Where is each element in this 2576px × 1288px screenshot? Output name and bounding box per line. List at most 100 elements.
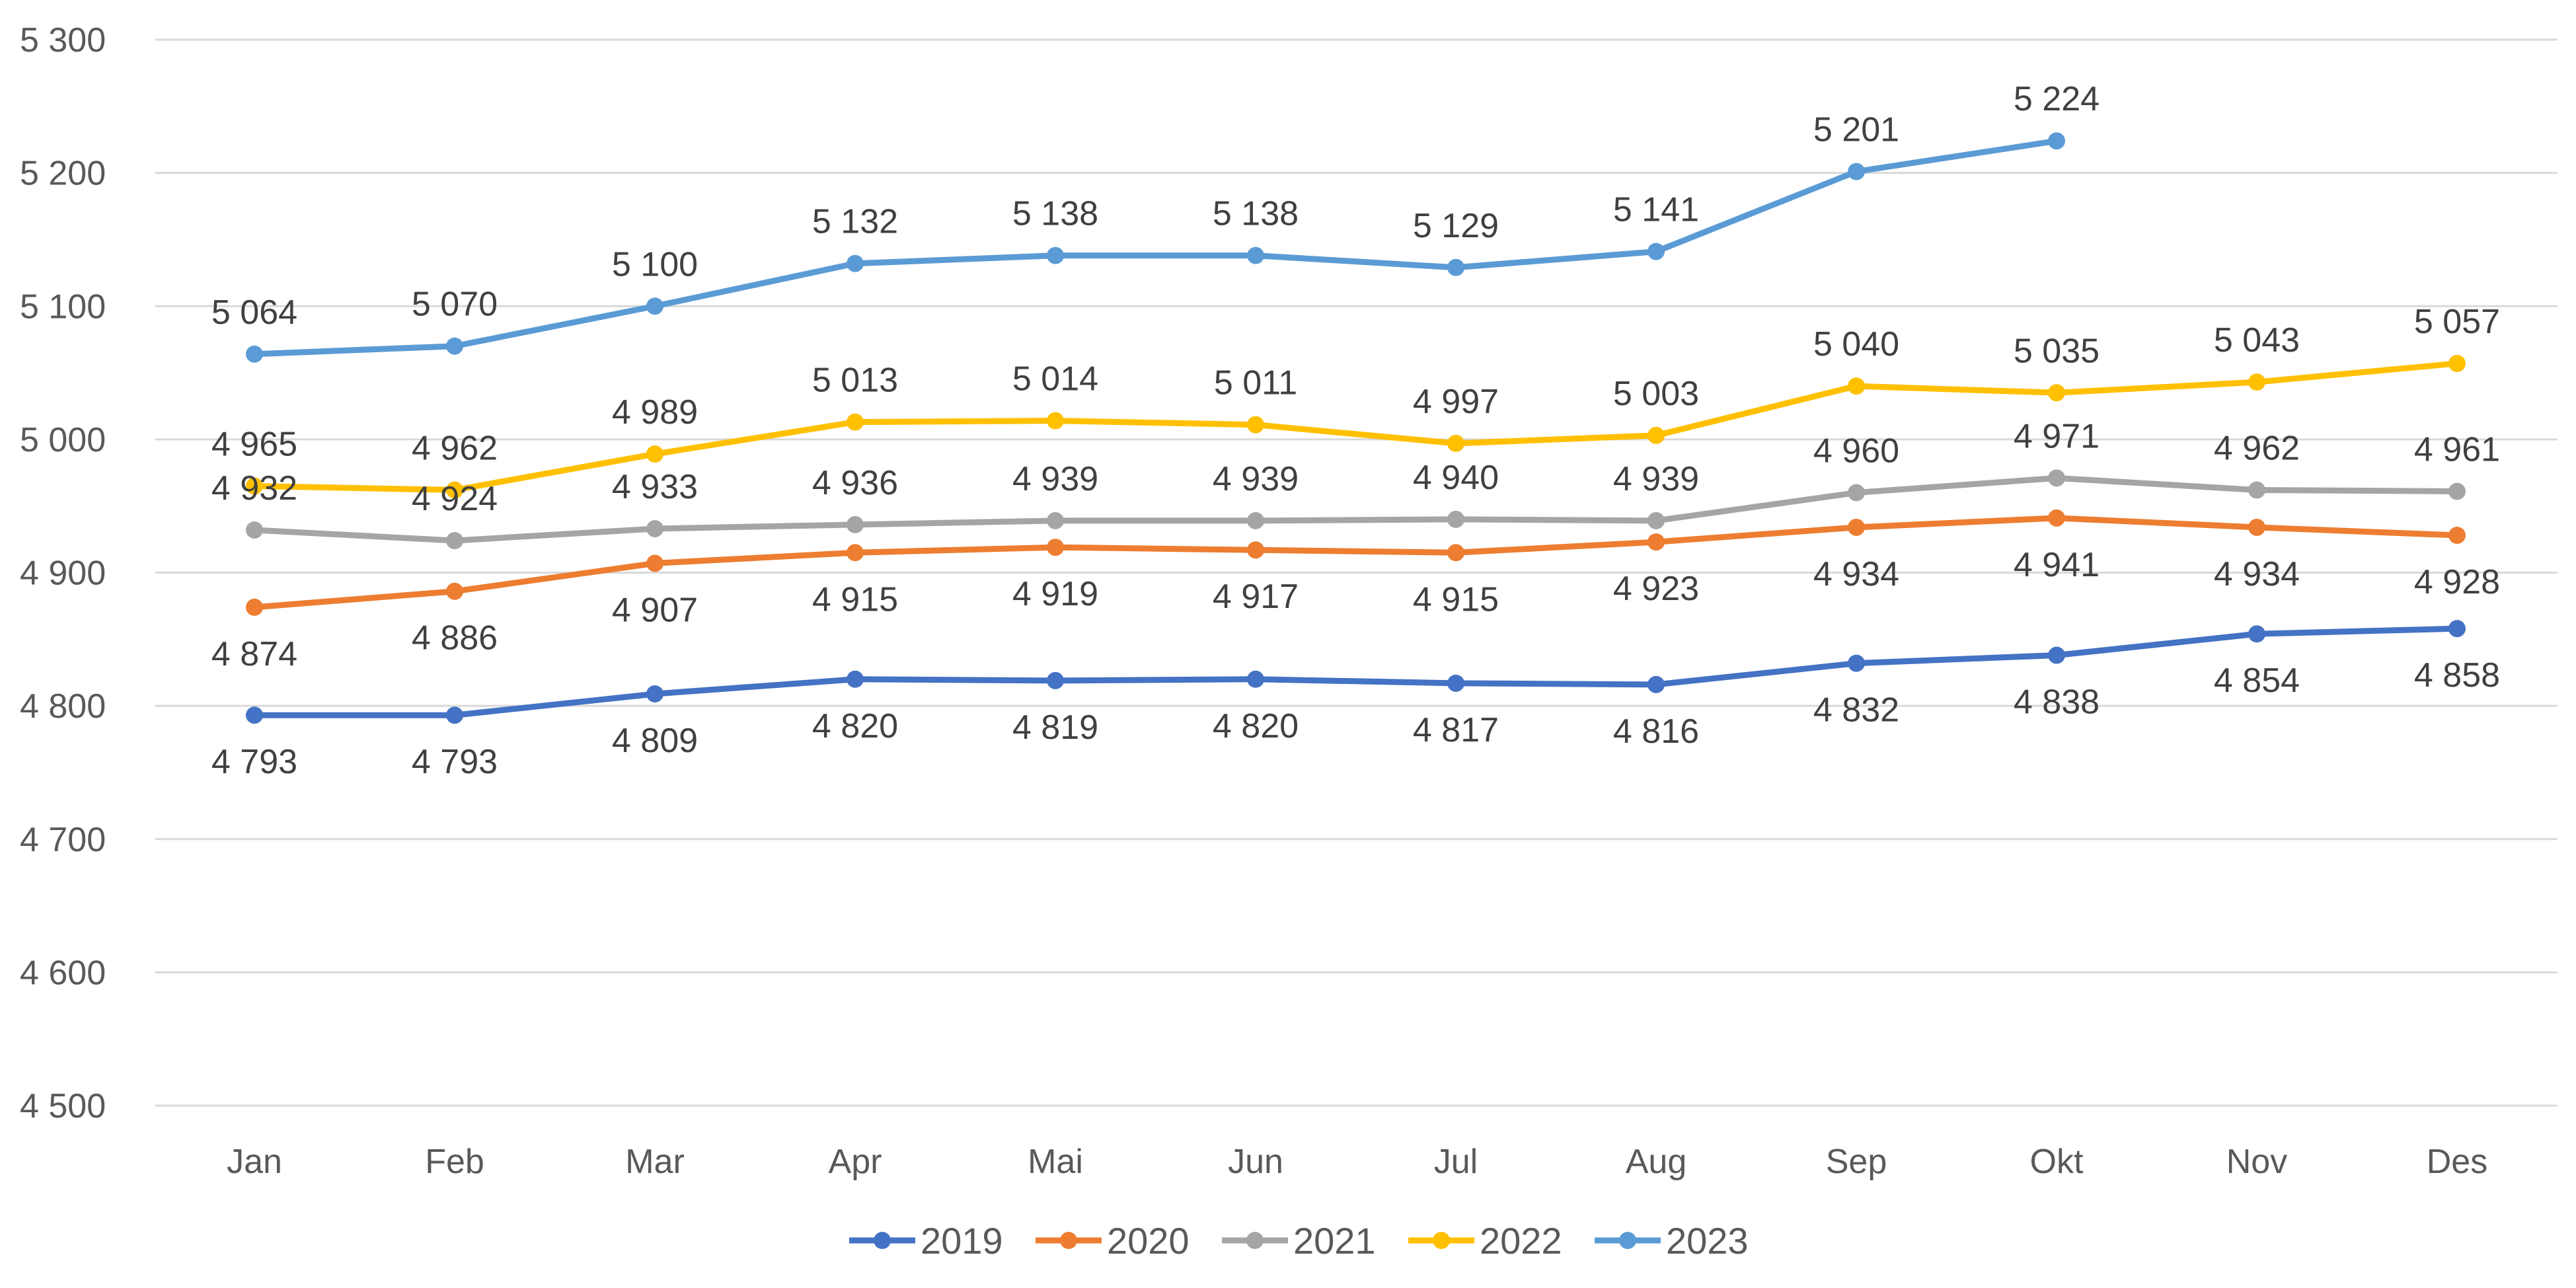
data-point <box>2248 373 2265 391</box>
data-label: 5 100 <box>612 245 698 284</box>
data-label: 4 820 <box>812 707 898 745</box>
data-label: 4 907 <box>612 591 698 629</box>
y-tick-label: 5 300 <box>20 21 106 59</box>
data-label: 4 932 <box>211 469 297 508</box>
y-tick-label: 5 100 <box>20 287 106 326</box>
data-label: 4 939 <box>1012 460 1098 498</box>
data-point <box>2048 469 2065 487</box>
legend: 2019 2020 2021 2022 2023 <box>849 1220 1749 1262</box>
x-tick-label: Jan <box>227 1143 282 1181</box>
data-point <box>1247 246 1264 264</box>
data-point <box>1247 670 1264 688</box>
data-point <box>1447 434 1464 452</box>
data-label: 4 936 <box>812 464 898 502</box>
data-point <box>1848 377 1865 395</box>
series-lines <box>246 132 2466 724</box>
data-point <box>1447 544 1464 562</box>
series-line-2021 <box>251 474 2460 544</box>
gridlines <box>155 38 2557 1107</box>
data-point <box>1648 511 1665 529</box>
data-label: 4 962 <box>412 429 498 467</box>
data-label: 5 129 <box>1413 207 1499 245</box>
x-tick-label: Okt <box>2030 1143 2084 1181</box>
x-axis-tick-labels: Jan Feb Mar Apr Mai Jun Jul Aug Sep Okt Nov Des <box>227 1143 2487 1181</box>
legend-label: 2020 <box>1107 1220 1190 1262</box>
legend-label: 2023 <box>1666 1220 1749 1262</box>
data-label: 4 915 <box>812 580 898 619</box>
data-label: 4 933 <box>612 468 698 506</box>
data-label: 4 793 <box>211 743 297 781</box>
data-label: 4 819 <box>1012 708 1098 747</box>
data-label: 4 858 <box>2414 656 2500 695</box>
data-label: 5 011 <box>1214 364 1297 402</box>
series-2020 <box>246 509 2466 616</box>
data-label: 4 965 <box>211 425 297 463</box>
data-point <box>2048 509 2065 527</box>
data-label: 5 224 <box>2014 80 2100 118</box>
data-label: 4 886 <box>412 619 498 658</box>
data-point <box>847 413 864 431</box>
data-point <box>2448 482 2466 500</box>
data-point <box>646 297 663 315</box>
data-label: 4 939 <box>1613 460 1699 498</box>
data-point <box>1848 654 1865 672</box>
data-labels: 4 793 4 793 4 809 4 820 4 819 4 820 4 817 4 816… <box>211 80 2500 781</box>
x-tick-label: Sep <box>1826 1143 1887 1181</box>
data-point <box>2248 625 2265 643</box>
data-label: 5 003 <box>1613 375 1699 413</box>
series-line-2019 <box>251 625 2460 718</box>
data-label: 4 793 <box>412 743 498 781</box>
data-point <box>646 554 663 572</box>
data-label: 4 940 <box>1413 459 1499 497</box>
x-tick-label: Mar <box>625 1143 685 1181</box>
data-label: 5 201 <box>1813 111 1899 149</box>
data-point <box>1247 541 1264 559</box>
data-label: 4 934 <box>1813 555 1899 593</box>
data-label: 5 064 <box>211 293 297 332</box>
data-label: 5 014 <box>1012 360 1098 398</box>
series-2022 <box>246 354 2466 499</box>
data-label: 4 989 <box>612 393 698 432</box>
data-label: 4 961 <box>2414 431 2500 469</box>
data-point <box>246 598 263 616</box>
legend-marker <box>1060 1232 1077 1249</box>
data-point <box>2048 132 2065 150</box>
y-tick-label: 4 800 <box>20 687 106 726</box>
data-point <box>1848 484 1865 502</box>
data-point <box>1447 258 1464 276</box>
data-label: 4 820 <box>1213 707 1299 745</box>
legend-item-2022: 2022 <box>1408 1220 1562 1262</box>
data-point <box>2448 527 2466 545</box>
data-point <box>1247 511 1264 529</box>
data-point <box>1047 671 1064 689</box>
data-point <box>646 519 663 537</box>
data-point <box>246 345 263 363</box>
data-point <box>1247 416 1264 434</box>
data-label: 4 941 <box>2014 546 2100 584</box>
legend-item-2019: 2019 <box>849 1220 1003 1262</box>
y-tick-label: 4 900 <box>20 554 106 593</box>
data-point <box>446 337 463 355</box>
data-point <box>1648 426 1665 444</box>
x-tick-label: Apr <box>829 1143 882 1181</box>
x-tick-label: Mai <box>1028 1143 1083 1181</box>
data-point <box>1447 510 1464 528</box>
data-point <box>1648 533 1665 551</box>
data-label: 4 997 <box>1413 383 1499 421</box>
data-point <box>646 445 663 463</box>
x-tick-label: Des <box>2427 1143 2487 1181</box>
data-point <box>246 521 263 539</box>
data-label: 5 057 <box>2414 303 2500 341</box>
legend-marker <box>874 1232 891 1249</box>
data-point <box>847 515 864 533</box>
data-label: 5 141 <box>1613 191 1699 229</box>
data-point <box>847 670 864 688</box>
data-point <box>2048 384 2065 402</box>
data-point <box>1047 246 1064 264</box>
series-line-2020 <box>251 515 2460 611</box>
data-label: 4 915 <box>1413 580 1499 619</box>
y-tick-label: 4 500 <box>20 1087 106 1125</box>
legend-item-2023: 2023 <box>1595 1220 1749 1262</box>
